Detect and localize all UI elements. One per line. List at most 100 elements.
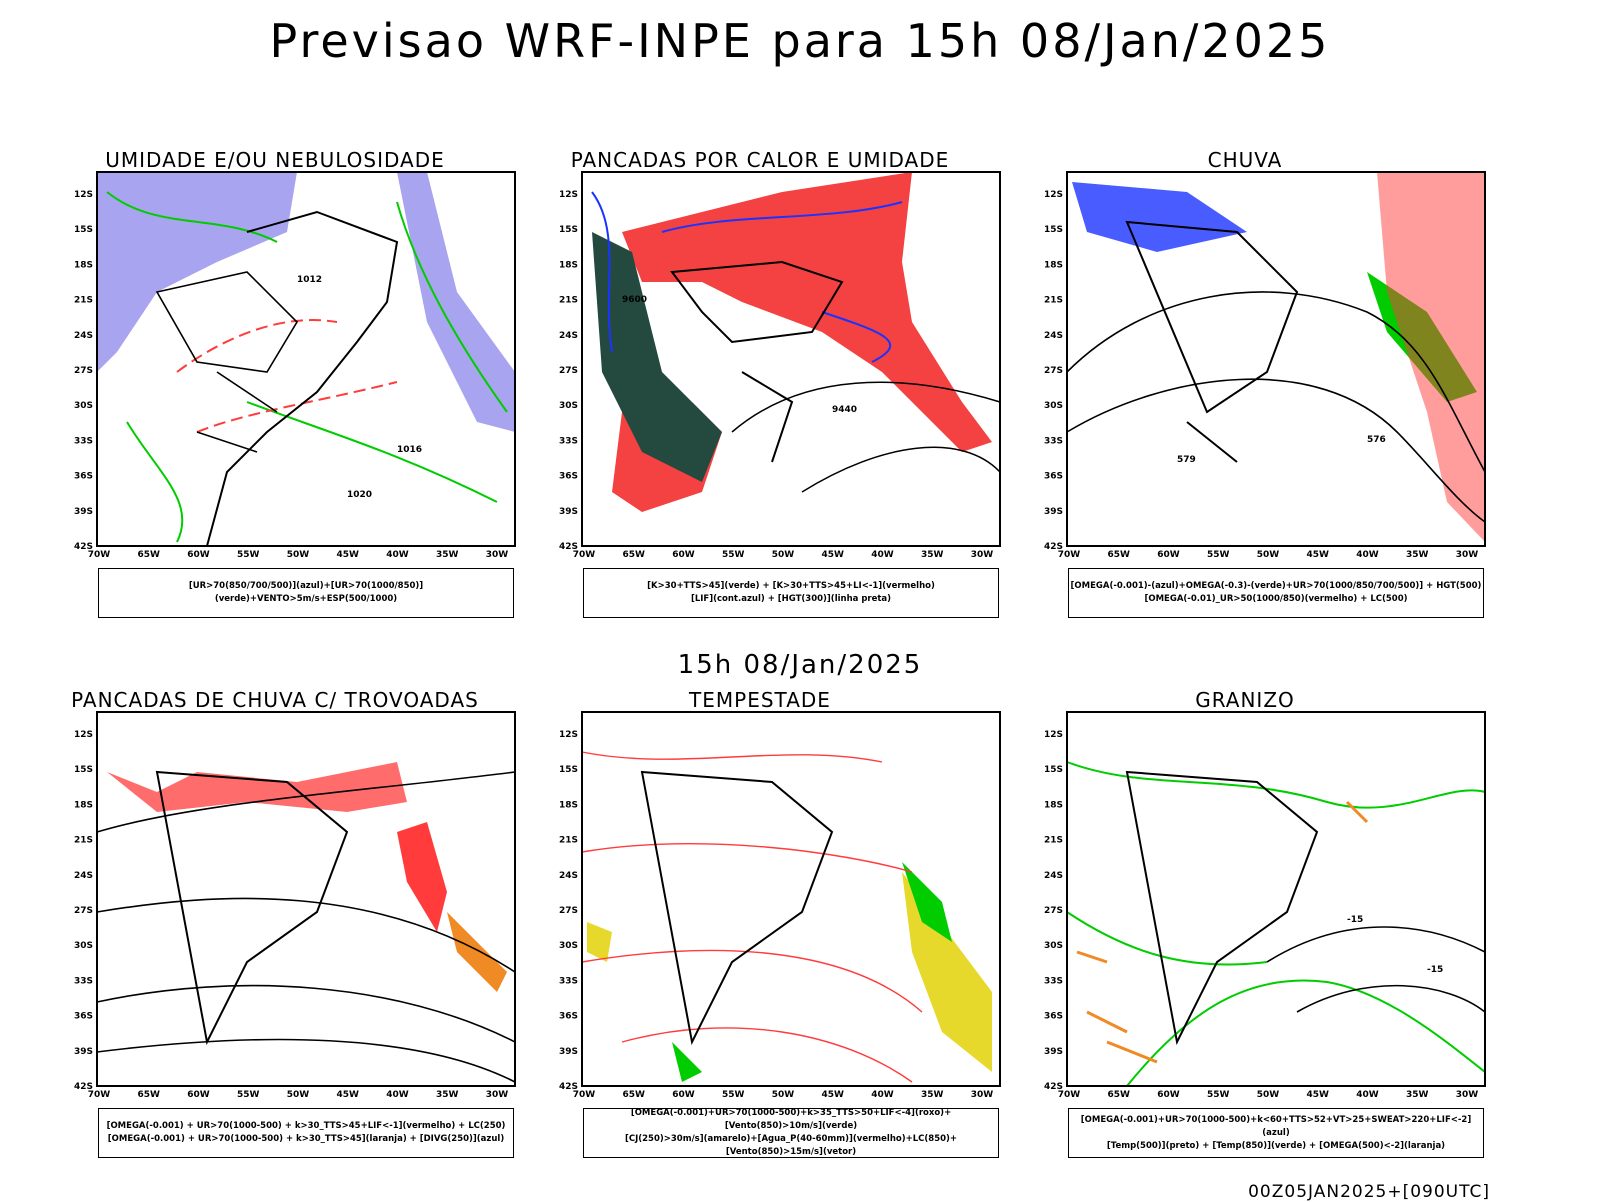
lat-tick-label: 21S [74,296,93,306]
lat-tick-label: 36S [74,472,93,482]
lat-tick-label: 24S [74,871,93,881]
valid-time-subtitle: 15h 08/Jan/2025 [677,650,923,680]
lon-tick-label: 55W [1207,550,1230,560]
lon-tick-label: 55W [722,1090,745,1100]
country-borders [1125,220,1299,463]
panel-legend: [UR>70(850/700/500)](azul)+[UR>70(1000/8… [98,568,514,618]
lon-tick-label: 50W [1257,550,1280,560]
legend-line: [OMEGA(-0.001)+UR>70(1000-500)+k<60+TTS>… [1080,1114,1472,1138]
lat-tick-label: 24S [74,331,93,341]
lon-tick-label: 45W [337,550,360,560]
temp500-black-contours [1266,926,1486,1013]
lat-tick-label: 15S [1044,765,1063,775]
legend-line: [OMEGA(-0.01)_UR>50(1000/850)(vermelho) … [1144,594,1408,604]
legend-line: [OMEGA(-0.001)+UR>70(1000-500)+k>35_TTS>… [630,1108,952,1131]
lon-tick-label: 40W [1356,1090,1379,1100]
panel-title: GRANIZO [1195,688,1295,712]
country-borders [640,770,834,1046]
south-america-coast [206,210,399,547]
country-borders [155,770,349,1046]
isobar-label: 1012 [297,275,322,285]
rain-red-streaks [1377,172,1485,542]
lat-tick-label: 36S [559,472,578,482]
lon-tick-label: 65W [138,550,161,560]
lon-tick-label: 35W [1406,1090,1429,1100]
lat-tick-label: 42S [1044,1082,1063,1092]
lat-tick-label: 21S [74,836,93,846]
lon-tick-label: 55W [1207,1090,1230,1100]
isobar-label: 1016 [397,445,422,455]
lon-tick-label: 40W [1356,550,1379,560]
thunderstorm-red-band [397,822,447,932]
lat-tick-label: 15S [74,765,93,775]
lat-tick-label: 21S [559,296,578,306]
isobar-dashed-red [176,319,398,433]
legend-line: [Temp(500)](preto) + [Temp(850)](verde) … [1106,1140,1446,1151]
panel-title: CHUVA [1207,148,1283,172]
lat-tick-label: 36S [1044,472,1063,482]
country-borders [1125,770,1319,1046]
wind850-green [672,862,952,1082]
country-borders [155,271,299,453]
legend-line: [OMEGA(-0.001)-(azul)+OMEGA(-0.3)-(verde… [1070,581,1482,591]
lon-tick-label: 70W [88,1090,111,1100]
lat-tick-label: 36S [1044,1012,1063,1022]
lon-tick-label: 30W [1456,1090,1479,1100]
lon-tick-label: 40W [386,1090,409,1100]
lat-tick-label: 27S [1044,366,1063,376]
lc850-red-streamlines [581,751,923,1083]
country-borders [670,260,844,463]
lon-tick-label: 50W [287,1090,310,1100]
lat-tick-label: 39S [74,507,93,517]
lat-tick-label: 36S [74,1012,93,1022]
legend-line: [OMEGA(-0.001) + UR>70(1000-500) + k>30_… [107,1134,505,1144]
lon-tick-label: 45W [822,1090,845,1100]
hgt-label: 9600 [622,295,647,305]
lat-tick-label: 27S [74,906,93,916]
humidity-green-lines [106,191,508,543]
lon-tick-label: 45W [337,1090,360,1100]
panel-trovoadas: PANCADAS DE CHUVA C/ TROVOADAS 12S 15S 18S… [71,688,555,1168]
panel-legend: [OMEGA(-0.001)+UR>70(1000-500)+k<60+TTS>… [1068,1108,1484,1158]
map-granizo: -15 -15 12S 15S 18S 21S 24S 27S 30S 33S 36S 39S 42… [1044,711,1486,1100]
lat-tick-label: 30S [74,401,93,411]
hgt500-contours [1066,291,1486,523]
lon-tick-label: 35W [436,550,459,560]
lat-tick-label: 39S [559,1047,578,1057]
lat-tick-label: 30S [559,401,578,411]
lat-tick-label: 33S [74,436,93,446]
panel-legend: [OMEGA(-0.001) + UR>70(1000-500) + k>30_… [98,1108,514,1158]
lat-tick-label: 27S [74,366,93,376]
lat-tick-label: 33S [1044,976,1063,986]
lon-tick-label: 35W [921,550,944,560]
lat-tick-label: 27S [559,906,578,916]
lat-tick-label: 42S [74,1082,93,1092]
lat-tick-label: 12S [74,190,93,200]
lon-tick-label: 55W [722,550,745,560]
lon-tick-label: 65W [1108,550,1131,560]
lon-tick-label: 30W [486,550,509,560]
lat-tick-label: 42S [559,1082,578,1092]
panel-title: TEMPESTADE [689,688,831,712]
lat-tick-label: 30S [1044,401,1063,411]
lat-tick-label: 27S [559,366,578,376]
panel-legend: [OMEGA(-0.001)-(azul)+OMEGA(-0.3)-(verde… [1068,568,1484,618]
panel-title: UMIDADE E/OU NEBULOSIDADE [105,148,445,172]
lat-tick-label: 39S [74,1047,93,1057]
panel-umidade: UMIDADE E/OU NEBULOSIDADE 1012 1016 1020… [74,148,555,628]
lat-tick-label: 30S [74,941,93,951]
lat-tick-label: 27S [1044,906,1063,916]
lat-tick-label: 12S [74,730,93,740]
lon-tick-label: 60W [187,1090,210,1100]
lat-tick-label: 39S [1044,507,1063,517]
map-pancadas-calor: 9440 9600 12S 15S 18S 21S 24S 27S 30S 33S 36S 39S… [559,171,1001,560]
lat-tick-label: 12S [1044,730,1063,740]
panel-legend: [K>30+TTS>45](verde) + [K>30+TTS>45+LI<-… [583,568,999,618]
lat-tick-label: 30S [1044,941,1063,951]
lat-tick-label: 24S [559,871,578,881]
lon-tick-label: 40W [871,1090,894,1100]
lon-tick-label: 45W [1307,550,1330,560]
lon-tick-label: 55W [237,1090,260,1100]
legend-line: [UR>70(850/700/500)](azul)+[UR>70(1000/8… [188,581,424,604]
